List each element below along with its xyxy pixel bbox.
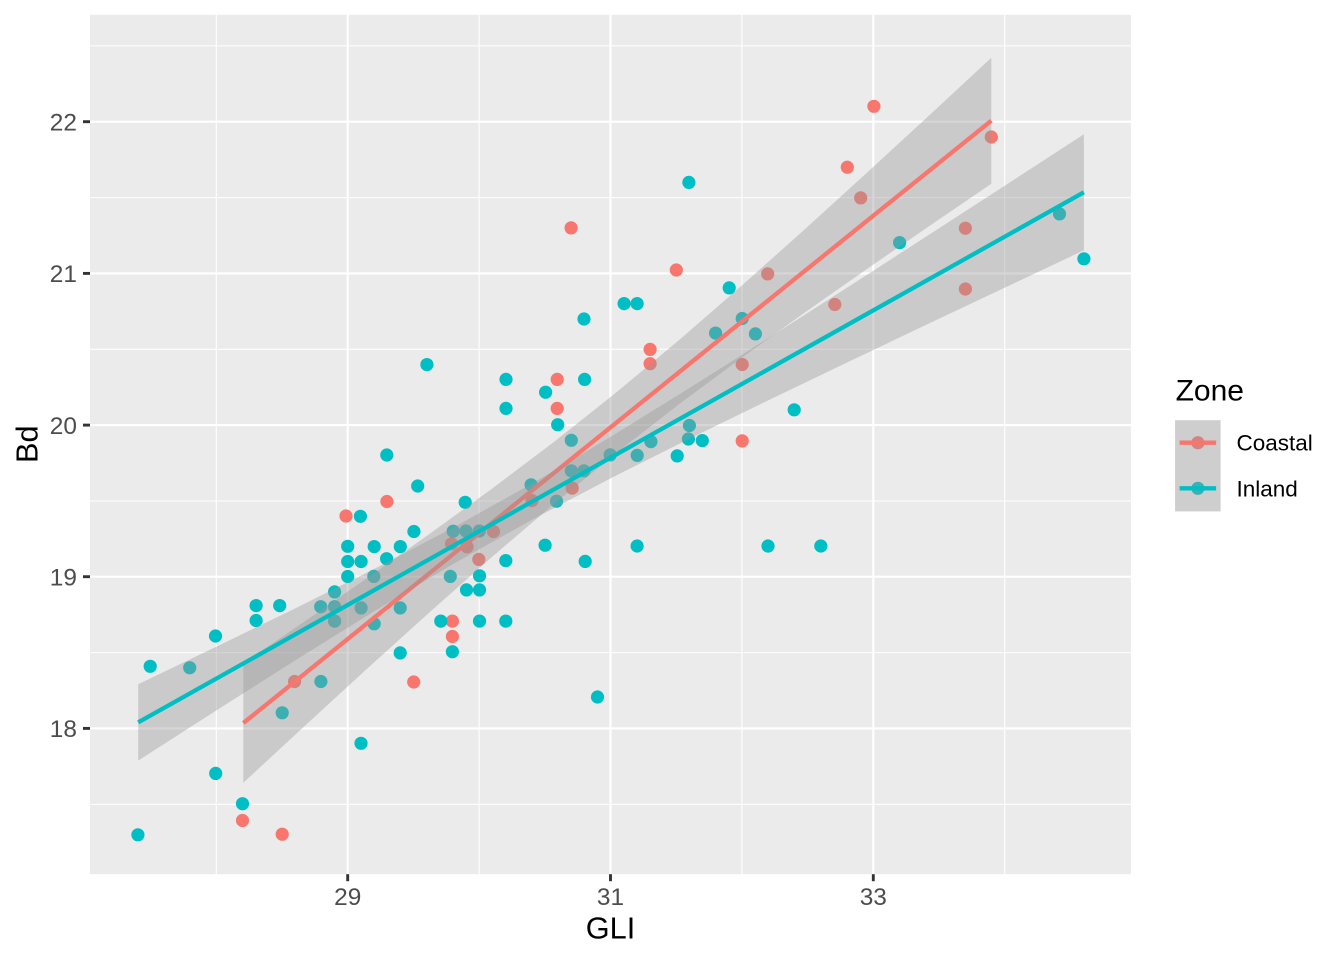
svg-text:20: 20 bbox=[50, 413, 77, 440]
svg-text:Inland: Inland bbox=[1237, 476, 1298, 501]
svg-text:33: 33 bbox=[860, 884, 887, 911]
svg-text:18: 18 bbox=[50, 716, 77, 743]
svg-text:31: 31 bbox=[597, 884, 624, 911]
svg-text:29: 29 bbox=[334, 884, 361, 911]
svg-text:Zone: Zone bbox=[1176, 375, 1244, 408]
svg-text:22: 22 bbox=[50, 110, 77, 137]
svg-text:Coastal: Coastal bbox=[1237, 431, 1313, 456]
svg-text:Bd: Bd bbox=[9, 425, 44, 463]
svg-text:21: 21 bbox=[50, 261, 77, 288]
svg-text:19: 19 bbox=[50, 565, 77, 592]
svg-text:GLI: GLI bbox=[586, 910, 635, 945]
